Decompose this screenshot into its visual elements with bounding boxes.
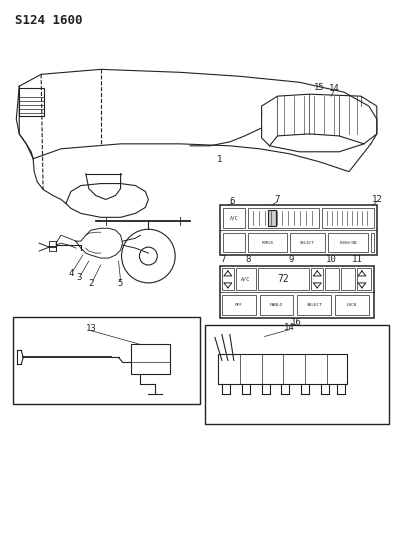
Bar: [236, 268, 256, 290]
Bar: [341, 268, 355, 290]
Bar: [220, 266, 374, 318]
Text: LOCK: LOCK: [347, 303, 357, 306]
Text: 12: 12: [371, 195, 382, 204]
Bar: [322, 208, 374, 228]
Bar: [223, 208, 245, 228]
Text: 5: 5: [118, 279, 123, 288]
Text: 11: 11: [352, 255, 362, 263]
Bar: [311, 268, 323, 290]
Text: PUSH/ON: PUSH/ON: [339, 241, 357, 245]
Text: OFF: OFF: [235, 303, 243, 306]
Bar: [222, 268, 234, 290]
Text: 7: 7: [220, 255, 226, 263]
Bar: [328, 233, 368, 252]
Bar: [357, 268, 371, 290]
Text: 4: 4: [68, 270, 73, 278]
Bar: [218, 354, 347, 384]
Bar: [335, 295, 369, 314]
Text: 6: 6: [229, 197, 235, 206]
Text: 9: 9: [289, 255, 294, 263]
Bar: [248, 208, 319, 228]
Text: 72: 72: [277, 274, 289, 284]
Text: SELECT: SELECT: [300, 241, 315, 245]
Text: 8: 8: [245, 255, 251, 263]
Bar: [325, 268, 339, 290]
Bar: [297, 295, 331, 314]
Bar: [220, 205, 377, 255]
Bar: [259, 295, 293, 314]
Text: 1: 1: [217, 155, 223, 164]
Text: 16: 16: [291, 318, 302, 327]
Bar: [371, 233, 374, 252]
Text: 2: 2: [88, 279, 93, 288]
Text: FANLO: FANLO: [270, 303, 283, 306]
Bar: [268, 211, 275, 227]
Text: SELECT: SELECT: [306, 303, 322, 306]
Bar: [13, 317, 200, 404]
Text: A/C: A/C: [229, 216, 238, 221]
Text: 3: 3: [76, 273, 82, 282]
Text: 15: 15: [314, 83, 325, 92]
Text: A/C: A/C: [241, 277, 251, 281]
Text: 14: 14: [329, 84, 339, 93]
Bar: [205, 325, 389, 424]
Text: 7: 7: [275, 195, 280, 204]
Text: 13: 13: [85, 324, 96, 333]
Text: S124 1600: S124 1600: [15, 14, 83, 27]
Bar: [223, 233, 245, 252]
Text: FORCE: FORCE: [261, 241, 274, 245]
Bar: [257, 268, 309, 290]
Bar: [248, 233, 287, 252]
Text: 14: 14: [284, 323, 295, 332]
Bar: [222, 295, 256, 314]
Bar: [290, 233, 325, 252]
Bar: [19, 88, 44, 116]
Text: 10: 10: [326, 255, 337, 263]
Bar: [131, 344, 170, 374]
